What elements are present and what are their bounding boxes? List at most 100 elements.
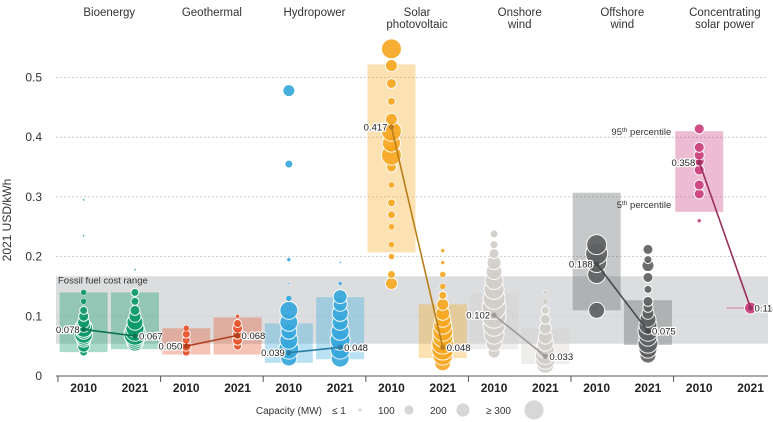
project-bubble [285,295,293,302]
year-label: 2010 [70,381,97,395]
technology-group-2: Hydropower 2010 2021 0.039 0.048 [260,7,369,395]
weighted-average-label: 0.358 [671,158,695,169]
project-bubble [386,270,396,280]
project-bubble [388,241,395,248]
project-bubble [338,261,342,264]
project-bubble [337,281,343,286]
project-bubble [279,300,299,320]
weighted-average-marker [81,326,87,333]
project-bubble [693,179,705,191]
project-bubble [79,305,89,315]
legend-bubble [523,399,545,421]
legend-label: 100 [378,406,395,417]
project-bubble [129,304,141,316]
weighted-average-marker [132,333,138,339]
project-bubble [233,318,243,328]
weighted-average-label: 0.417 [364,123,388,134]
project-bubble [286,257,292,262]
project-bubble [693,123,705,135]
project-bubble [80,289,87,296]
technology-group-1: Geothermal 2010 2021 0.050 0.068 [157,7,266,395]
weighted-average-label: 0.067 [139,332,163,343]
weighted-average-line [493,314,546,357]
y-tick-label: 0 [35,369,42,383]
project-bubble [542,298,549,305]
legend-title: Capacity (MW) [256,406,322,417]
year-label: 2010 [275,381,302,395]
weighted-average-line [596,263,649,332]
project-bubble [282,84,296,98]
project-bubble [235,314,240,319]
weighted-average-label: 0.188 [569,259,593,270]
project-bubble [287,282,291,285]
project-bubble [586,234,608,256]
year-label: 2021 [429,381,456,395]
technology-label: Onshore [498,7,542,19]
weighted-average-label: 0.033 [549,352,573,363]
weighted-average-line [390,126,444,348]
project-bubble [386,198,396,208]
weighted-average-label: 0.039 [261,348,285,359]
legend-bubble [455,402,471,418]
capacity-legend: Capacity (MW) ≤ 1 100 200 ≥ 300 [256,399,545,421]
weighted-average-label: 0.102 [466,311,490,322]
project-bubble [643,284,653,294]
year-label: 2010 [481,381,508,395]
weighted-average-label: 0.078 [56,325,80,336]
year-label: 2010 [583,381,610,395]
project-bubble [380,38,402,60]
legend-bubble [403,404,415,416]
technology-group-0: Bioenergy 2010 2021 0.078 0.067 [55,7,164,395]
weighted-average-label: 0.050 [158,342,182,353]
weighted-average-label: 0.048 [344,343,368,354]
year-label: 2021 [327,381,354,395]
technology-label: Bioenergy [83,7,135,19]
weighted-average-marker [337,344,343,350]
project-bubble [332,289,348,305]
project-bubble [386,210,396,220]
project-bubble [489,229,499,239]
weighted-average-label: 0.114 [755,303,773,314]
weighted-average-line [186,334,238,347]
project-bubble [642,295,654,307]
project-bubble [183,324,190,332]
weighted-average-label: 0.048 [447,343,471,354]
project-bubble [82,234,85,237]
project-bubble [82,198,85,202]
y-tick-label: 0.2 [25,250,42,264]
y-tick-label: 0.4 [25,130,42,144]
project-bubble [543,290,548,295]
project-bubble [384,59,398,73]
project-bubble [539,313,551,325]
project-bubble [488,248,500,260]
project-bubble [130,287,140,297]
project-bubble [588,301,606,319]
weighted-average-line [288,346,341,354]
weighted-average-marker [594,261,600,267]
legend-label: ≤ 1 [332,406,346,417]
project-bubble [693,141,705,153]
weighted-average-marker [183,343,189,349]
technology-label: Geothermal [182,7,242,19]
project-bubble [440,248,445,253]
year-label: 2021 [532,381,559,395]
weighted-average-marker [696,159,702,165]
percentile-annotation-p95: 95th percentile [611,127,671,139]
project-bubble [439,283,446,290]
technology-label: photovoltaic [386,19,448,31]
y-tick-label: 0.1 [25,309,42,323]
weighted-average-marker [542,353,548,359]
y-tick-label: 0.3 [25,190,42,204]
project-bubble [440,260,445,265]
technology-label: solar power [695,19,755,31]
weighted-average-label: 0.068 [242,331,266,342]
year-label: 2010 [173,381,200,395]
legend-label: 200 [430,406,447,417]
legend-bubble [357,407,363,413]
year-label: 2021 [635,381,662,395]
legend-label: ≥ 300 [486,406,511,417]
